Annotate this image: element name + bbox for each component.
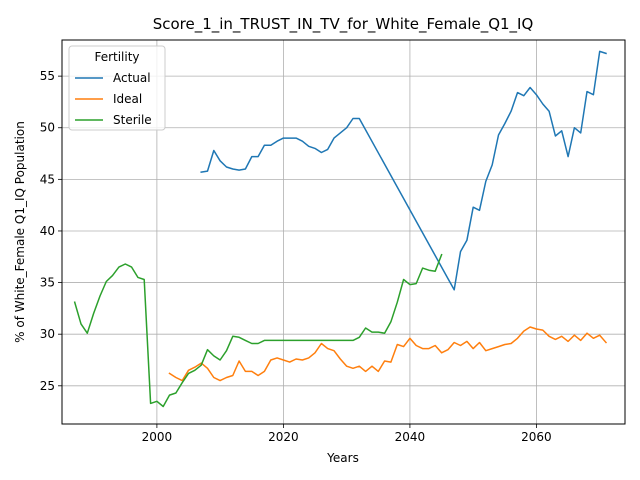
y-axis-label: % of White_Female Q1_IQ Population — [13, 121, 27, 343]
legend-title: Fertility — [94, 50, 139, 64]
legend-entries: Actual Ideal Sterile — [75, 71, 152, 127]
series-line-ideal — [168, 326, 608, 382]
series-lines — [73, 50, 608, 408]
legend-label-ideal: Ideal — [113, 92, 142, 106]
grid-lines — [62, 40, 625, 424]
series-line-actual — [200, 50, 607, 291]
plot-frame — [61, 39, 626, 425]
legend-label-sterile: Sterile — [113, 113, 152, 127]
legend-label-actual: Actual — [113, 71, 151, 85]
chart-title: Score_1_in_TRUST_IN_TV_for_White_Female_… — [153, 15, 534, 34]
series-line-sterile — [73, 253, 443, 408]
y-tick-label: 35 — [40, 276, 55, 290]
legend: Fertility Actual Ideal Sterile — [68, 45, 166, 131]
legend-box — [68, 45, 166, 131]
x-tick-label: 2020 — [268, 430, 299, 444]
y-tick-label: 25 — [40, 379, 55, 393]
y-tick-label: 45 — [40, 172, 55, 186]
x-tick-label: 2060 — [521, 430, 552, 444]
y-axis-ticks: 25 30 35 40 45 50 55 — [40, 69, 62, 393]
y-tick-label: 50 — [40, 121, 55, 135]
y-tick-label: 40 — [40, 224, 55, 238]
y-tick-label: 30 — [40, 327, 55, 341]
x-tick-label: 2000 — [142, 430, 173, 444]
x-tick-label: 2040 — [395, 430, 426, 444]
x-axis-label: Years — [326, 451, 359, 465]
x-axis-ticks: 2000 2020 2040 2060 — [142, 424, 552, 444]
y-tick-label: 55 — [40, 69, 55, 83]
